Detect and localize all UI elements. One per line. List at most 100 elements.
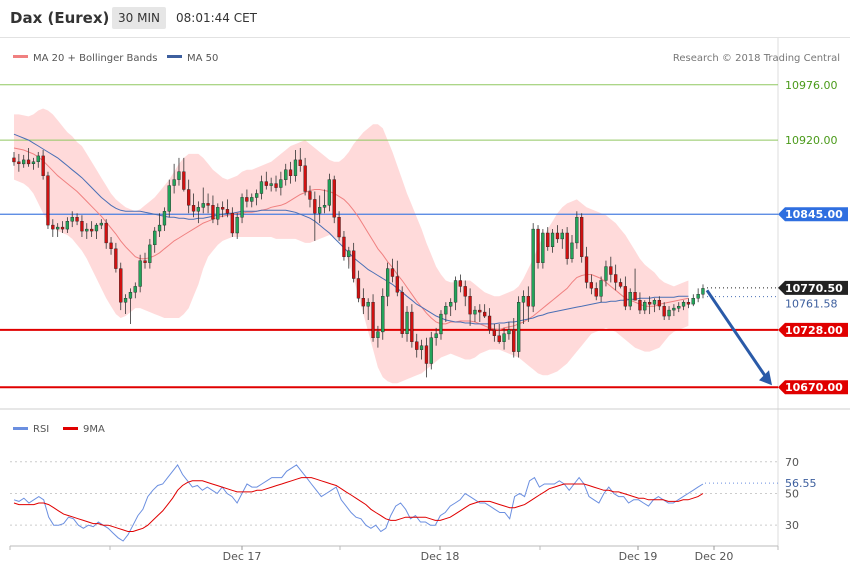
rsi-tick-2: 30 (785, 519, 799, 532)
candle-body-9 (56, 226, 60, 230)
candle-body-140 (691, 298, 695, 305)
candle-body-103 (512, 329, 516, 352)
candle-body-88 (439, 313, 443, 335)
candle-body-131 (648, 302, 652, 305)
price-level-label-4: 10670.00 (785, 381, 843, 394)
candle-body-44 (225, 209, 230, 214)
candle-body-64 (322, 205, 327, 208)
candle-body-5 (36, 155, 40, 162)
ma-value-label: 10761.58 (785, 298, 838, 311)
candle-body-85 (424, 345, 429, 364)
candle-body-13 (75, 216, 79, 222)
candle-body-100 (497, 335, 501, 342)
candle-body-38 (196, 207, 200, 212)
candle-body-2 (22, 159, 26, 165)
timeframe-button[interactable]: 30 MIN (112, 7, 166, 29)
candle-body-61 (308, 191, 312, 200)
candle-body-29 (153, 230, 157, 246)
candle-body-81 (405, 311, 409, 335)
price-levels-layer (0, 84, 778, 389)
candle-body-91 (453, 280, 458, 303)
price-level-tag-3 (778, 322, 848, 337)
candle-body-127 (628, 292, 632, 307)
candles-layer (12, 148, 705, 378)
candle-body-96 (478, 309, 482, 313)
candle-body-66 (332, 179, 336, 218)
candle-body-46 (235, 216, 239, 234)
candle-body-114 (565, 232, 569, 259)
candle-body-94 (468, 296, 472, 315)
candle-body-50 (254, 193, 259, 198)
x-label-0: Dec 17 (223, 550, 262, 563)
candle-body-6 (41, 155, 45, 176)
rsi-9ma-line (13, 477, 704, 532)
candle-body-26 (138, 260, 142, 287)
candle-body-17 (94, 224, 99, 232)
x-label-3: Dec 20 (695, 550, 734, 563)
candle-body-79 (395, 276, 399, 293)
candle-body-123 (609, 266, 613, 275)
candle-body-101 (502, 333, 506, 342)
candle-body-7 (46, 175, 50, 226)
candle-body-25 (133, 286, 137, 293)
forecast-arrow-line (705, 289, 768, 379)
candle-body-132 (652, 300, 657, 305)
candle-body-69 (347, 250, 351, 257)
candle-body-27 (143, 260, 147, 263)
candle-body-54 (274, 183, 278, 188)
candle-body-57 (288, 169, 293, 176)
candle-body-80 (400, 292, 404, 334)
candle-body-110 (546, 232, 550, 248)
legend-swatch-9ma (63, 427, 78, 430)
candle-body-126 (623, 286, 628, 307)
candle-body-95 (473, 309, 477, 315)
price-level-tag-2 (778, 207, 848, 222)
candle-body-105 (521, 296, 526, 303)
candle-body-35 (182, 171, 186, 190)
candle-body-115 (570, 242, 574, 259)
legend-swatch-bollinger (13, 55, 28, 58)
ma50-line (13, 133, 689, 325)
candle-body-134 (662, 306, 666, 317)
candle-body-129 (638, 300, 642, 311)
candle-body-135 (667, 309, 671, 317)
candle-body-99 (492, 329, 496, 336)
candle-body-116 (575, 216, 579, 244)
candle-body-107 (531, 228, 535, 307)
candle-body-71 (356, 278, 361, 299)
candle-body-56 (284, 169, 288, 180)
candle-body-82 (410, 311, 414, 343)
candle-body-4 (31, 161, 36, 165)
candle-body-40 (206, 203, 210, 206)
price-labels-layer: 10976.00 10920.00 10845.00 10728.00 10670.00… (778, 79, 848, 395)
candle-body-87 (434, 333, 438, 338)
candle-body-92 (458, 280, 462, 287)
candle-body-70 (352, 250, 356, 279)
candle-body-18 (99, 222, 104, 226)
candle-body-48 (245, 197, 249, 202)
candle-body-104 (517, 302, 521, 352)
candle-body-58 (293, 159, 298, 176)
forecast-arrow-head (759, 370, 772, 386)
candle-body-3 (26, 159, 31, 165)
candle-body-84 (419, 345, 424, 350)
candle-body-75 (376, 331, 380, 338)
candle-body-72 (361, 298, 365, 307)
forecast-layer (705, 289, 772, 386)
candle-body-108 (536, 228, 540, 263)
candle-body-98 (487, 315, 492, 331)
candle-body-76 (381, 296, 385, 333)
last-price-label: 10770.50 (785, 282, 843, 295)
legend-bollinger: MA 20 + Bollinger Bands (33, 53, 157, 64)
candle-body-128 (633, 292, 637, 301)
price-level-label-0: 10976.00 (785, 79, 838, 92)
rsi-last-label: 56.55 (785, 477, 817, 490)
candle-body-74 (371, 302, 375, 339)
candle-body-89 (444, 306, 448, 315)
candle-body-34 (177, 171, 181, 180)
candle-body-83 (415, 341, 419, 350)
price-level-tag-4 (778, 380, 848, 395)
candle-body-113 (560, 232, 564, 240)
rsi-tick-1: 50 (785, 487, 799, 500)
